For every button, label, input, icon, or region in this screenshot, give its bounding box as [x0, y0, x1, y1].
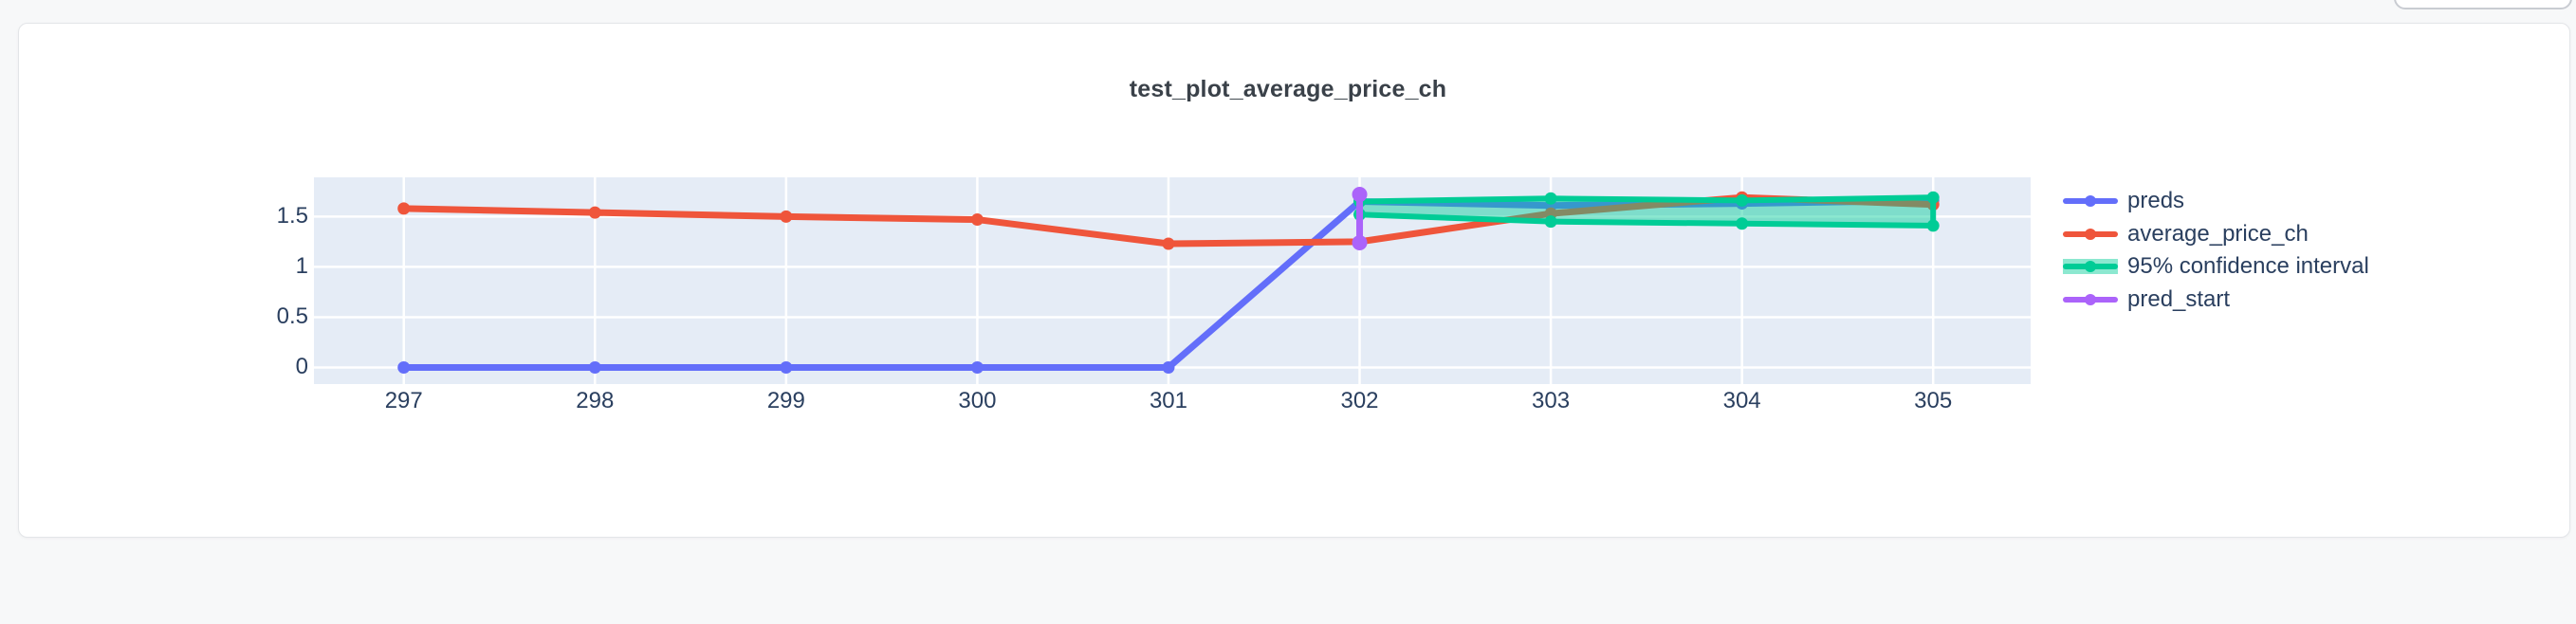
legend-swatch-icon: [2063, 192, 2118, 211]
chart-legend: preds average_price_ch 95% confidence inte…: [2063, 185, 2369, 316]
legend-item-label: preds: [2127, 188, 2185, 214]
legend-swatch-icon: [2063, 257, 2118, 276]
legend-swatch-icon: [2063, 290, 2118, 309]
chart-title: test_plot_average_price_ch: [1129, 76, 1447, 102]
legend-item-average-price-ch[interactable]: average_price_ch: [2063, 218, 2369, 251]
legend-item-preds[interactable]: preds: [2063, 185, 2369, 218]
legend-item-label: pred_start: [2127, 286, 2231, 313]
legend-marker-dot: [2085, 195, 2096, 208]
legend-swatch-icon: [2063, 225, 2118, 244]
legend-item-label: 95% confidence interval: [2127, 253, 2369, 280]
series-confidence-interval: [1353, 191, 1940, 232]
legend-marker-dot: [2085, 294, 2096, 306]
series-pred-start: [1352, 187, 1368, 250]
legend-item-label: average_price_ch: [2127, 220, 2309, 247]
legend-marker-dot: [2085, 228, 2096, 240]
legend-item-95-confidence-interval[interactable]: 95% confidence interval: [2063, 250, 2369, 284]
legend-item-pred-start[interactable]: pred_start: [2063, 284, 2369, 317]
legend-marker-dot: [2085, 261, 2096, 273]
